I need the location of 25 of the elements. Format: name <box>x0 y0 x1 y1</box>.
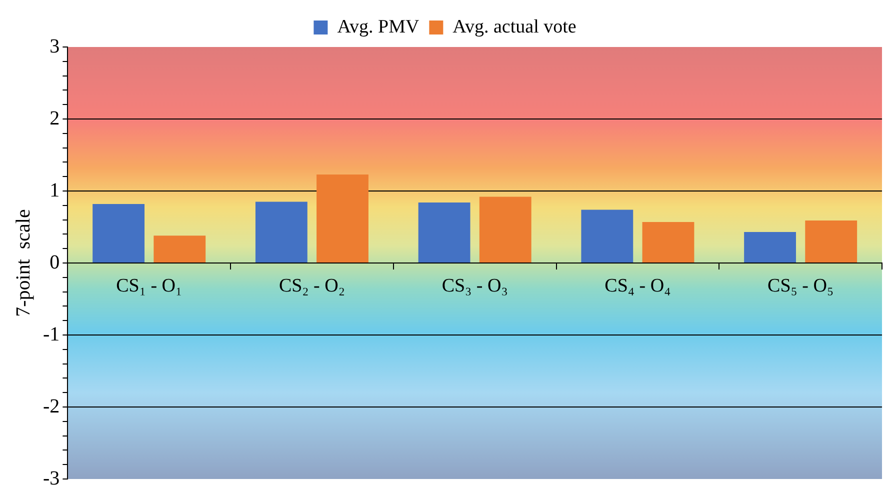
y-tick-label: 3 <box>50 35 60 58</box>
bar <box>92 204 145 262</box>
x-tick-label: CS₃ - O₃ <box>442 275 508 296</box>
bar <box>255 202 308 262</box>
bar <box>154 236 206 262</box>
y-tick-label: -1 <box>42 323 60 346</box>
x-tick-label: CS₄ - O₄ <box>604 275 671 296</box>
y-tick-label: 1 <box>50 179 60 202</box>
x-tick-label: CS₅ - O₅ <box>768 275 834 296</box>
legend-label: Avg. actual vote <box>452 16 576 38</box>
y-tick-label: -3 <box>42 467 60 490</box>
bar <box>479 196 532 262</box>
bar <box>744 232 796 262</box>
bar <box>642 222 694 262</box>
y-tick-label: 2 <box>50 107 60 130</box>
y-tick-label: -2 <box>42 395 60 418</box>
bar <box>316 174 368 262</box>
x-tick-label: CS₁ - O₁ <box>116 275 182 296</box>
x-tick-label: CS₂ - O₂ <box>278 275 345 296</box>
bar <box>418 202 470 262</box>
bar <box>581 210 634 262</box>
bar <box>805 220 858 262</box>
legend-label: Avg. PMV <box>337 16 420 38</box>
y-axis-title: 7-point scale <box>12 209 34 317</box>
y-tick-label: 0 <box>50 251 60 274</box>
